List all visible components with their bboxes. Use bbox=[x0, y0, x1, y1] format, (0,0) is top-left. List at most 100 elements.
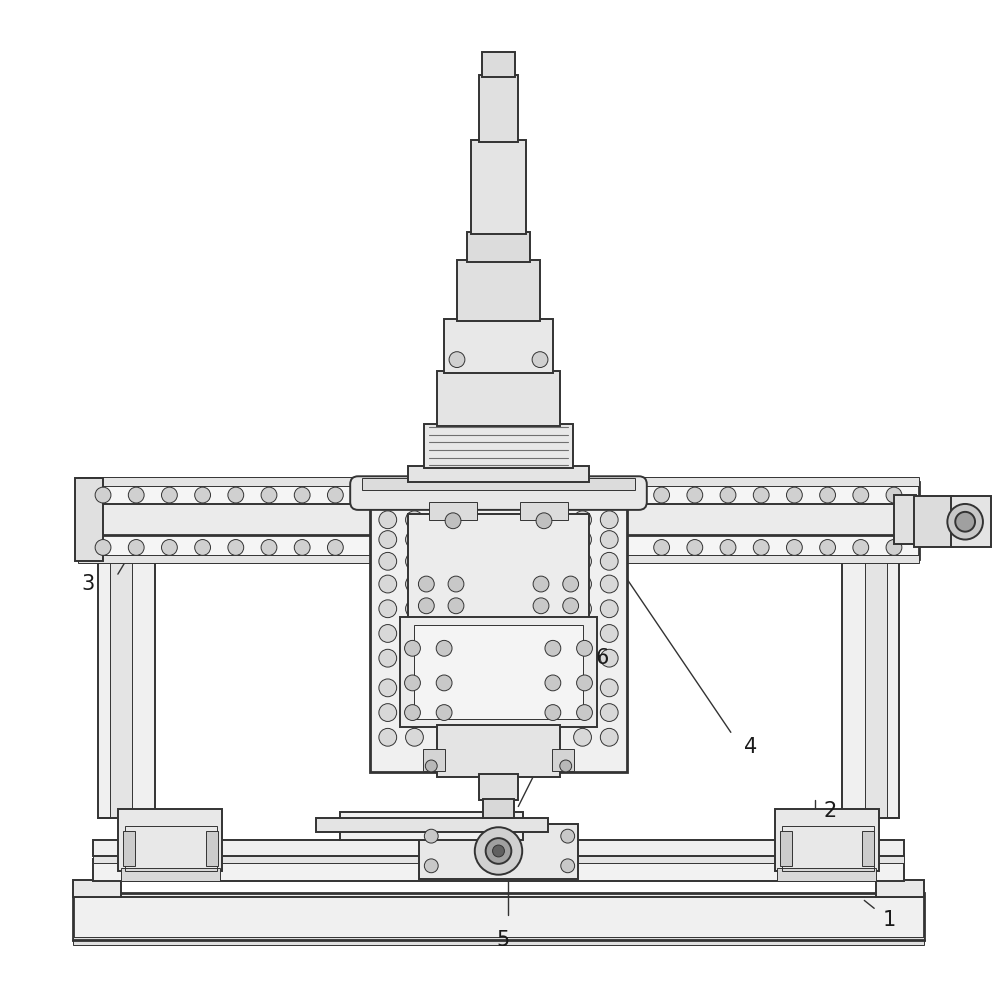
Circle shape bbox=[559, 760, 571, 772]
Bar bbox=[408, 514, 589, 621]
Circle shape bbox=[852, 487, 868, 503]
Circle shape bbox=[379, 704, 397, 721]
Circle shape bbox=[787, 487, 803, 503]
Circle shape bbox=[545, 675, 560, 691]
Circle shape bbox=[129, 487, 145, 503]
Circle shape bbox=[486, 838, 511, 864]
Circle shape bbox=[406, 531, 424, 548]
Circle shape bbox=[379, 679, 397, 697]
Circle shape bbox=[600, 704, 618, 721]
Circle shape bbox=[573, 600, 591, 618]
Circle shape bbox=[886, 540, 902, 555]
Bar bbox=[79, 555, 918, 563]
Circle shape bbox=[379, 625, 397, 642]
Circle shape bbox=[228, 487, 243, 503]
Circle shape bbox=[886, 487, 902, 503]
Circle shape bbox=[573, 625, 591, 642]
Text: 5: 5 bbox=[497, 930, 510, 950]
Bar bbox=[93, 840, 904, 856]
Circle shape bbox=[379, 531, 397, 548]
Circle shape bbox=[406, 600, 424, 618]
Circle shape bbox=[573, 679, 591, 697]
Circle shape bbox=[955, 512, 975, 532]
Text: 1: 1 bbox=[882, 910, 895, 930]
Circle shape bbox=[95, 540, 111, 555]
Circle shape bbox=[600, 600, 618, 618]
Circle shape bbox=[228, 540, 243, 555]
Circle shape bbox=[947, 504, 983, 540]
Bar bbox=[340, 812, 523, 840]
Bar bbox=[76, 478, 103, 561]
Bar bbox=[400, 617, 597, 727]
Circle shape bbox=[419, 576, 435, 592]
Circle shape bbox=[95, 487, 111, 503]
Bar bbox=[783, 826, 874, 871]
Bar bbox=[415, 625, 582, 719]
Circle shape bbox=[194, 540, 210, 555]
Circle shape bbox=[405, 640, 421, 656]
Bar bbox=[125, 826, 216, 871]
Circle shape bbox=[448, 598, 464, 614]
Circle shape bbox=[687, 540, 703, 555]
Bar bbox=[913, 496, 953, 547]
Circle shape bbox=[545, 705, 560, 720]
Circle shape bbox=[562, 576, 578, 592]
FancyBboxPatch shape bbox=[350, 476, 647, 510]
Bar bbox=[93, 853, 904, 863]
Bar bbox=[79, 482, 918, 507]
Bar bbox=[520, 502, 567, 520]
Bar bbox=[876, 880, 923, 897]
Bar bbox=[778, 868, 876, 881]
Bar bbox=[552, 749, 573, 771]
Bar bbox=[444, 319, 553, 373]
Bar bbox=[110, 502, 132, 818]
Circle shape bbox=[419, 598, 435, 614]
Circle shape bbox=[129, 540, 145, 555]
Bar bbox=[471, 140, 526, 234]
Circle shape bbox=[406, 704, 424, 721]
Bar bbox=[865, 502, 887, 818]
Circle shape bbox=[449, 352, 465, 368]
Bar bbox=[776, 809, 879, 871]
Circle shape bbox=[820, 487, 835, 503]
Bar bbox=[841, 502, 899, 818]
Bar bbox=[93, 859, 904, 881]
Bar bbox=[74, 880, 121, 897]
Circle shape bbox=[261, 487, 277, 503]
Bar bbox=[362, 478, 635, 490]
Bar bbox=[424, 749, 445, 771]
Circle shape bbox=[754, 487, 769, 503]
Circle shape bbox=[379, 575, 397, 593]
Bar bbox=[467, 232, 530, 262]
Circle shape bbox=[654, 487, 670, 503]
Bar bbox=[118, 809, 221, 871]
Circle shape bbox=[379, 649, 397, 667]
Bar bbox=[121, 868, 219, 881]
Circle shape bbox=[600, 679, 618, 697]
Circle shape bbox=[437, 705, 452, 720]
Circle shape bbox=[406, 679, 424, 697]
Circle shape bbox=[425, 829, 439, 843]
Circle shape bbox=[475, 827, 522, 875]
Circle shape bbox=[852, 540, 868, 555]
Circle shape bbox=[573, 728, 591, 746]
Circle shape bbox=[573, 575, 591, 593]
Circle shape bbox=[405, 675, 421, 691]
Text: 4: 4 bbox=[744, 737, 758, 757]
Circle shape bbox=[754, 540, 769, 555]
Circle shape bbox=[576, 705, 592, 720]
Circle shape bbox=[406, 625, 424, 642]
Bar bbox=[98, 502, 156, 818]
Bar bbox=[483, 799, 514, 818]
Bar bbox=[370, 495, 627, 772]
Circle shape bbox=[573, 649, 591, 667]
Circle shape bbox=[720, 487, 736, 503]
Circle shape bbox=[573, 552, 591, 570]
Bar bbox=[457, 260, 540, 321]
Text: 3: 3 bbox=[82, 574, 95, 594]
Circle shape bbox=[379, 552, 397, 570]
Circle shape bbox=[600, 511, 618, 529]
Circle shape bbox=[687, 487, 703, 503]
Bar bbox=[781, 831, 793, 866]
Circle shape bbox=[600, 649, 618, 667]
